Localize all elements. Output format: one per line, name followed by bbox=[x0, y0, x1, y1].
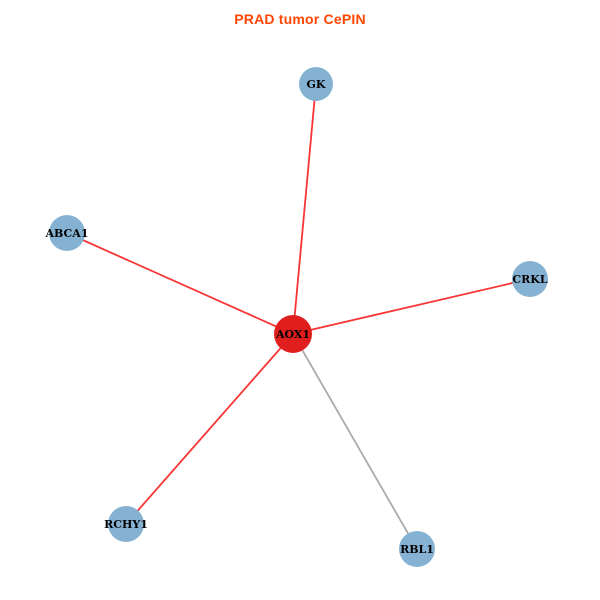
node-label-ABCA1: ABCA1 bbox=[45, 227, 89, 240]
node-CRKL: CRKL bbox=[512, 261, 548, 297]
edge-AOX1-RCHY1 bbox=[125, 333, 294, 525]
edge-AOX1-CRKL bbox=[292, 278, 531, 335]
node-label-AOX1: AOX1 bbox=[275, 328, 310, 341]
node-circle-RBL1 bbox=[399, 531, 435, 567]
node-RCHY1: RCHY1 bbox=[104, 506, 148, 542]
node-label-CRKL: CRKL bbox=[512, 273, 547, 286]
edge-AOX1-RBL1 bbox=[292, 333, 418, 550]
node-circle-AOX1 bbox=[274, 315, 312, 353]
node-label-RCHY1: RCHY1 bbox=[104, 518, 148, 531]
node-label-RBL1: RBL1 bbox=[400, 543, 434, 556]
node-circle-CRKL bbox=[512, 261, 548, 297]
plot-title: PRAD tumor CePIN bbox=[234, 11, 366, 27]
node-circle-GK bbox=[299, 67, 333, 101]
edge-AOX1-GK bbox=[292, 83, 317, 335]
node-ABCA1: ABCA1 bbox=[45, 215, 89, 251]
node-RBL1: RBL1 bbox=[399, 531, 435, 567]
node-label-GK: GK bbox=[307, 78, 326, 91]
node-AOX1: AOX1 bbox=[274, 315, 312, 353]
node-GK: GK bbox=[299, 67, 333, 101]
node-circle-RCHY1 bbox=[108, 506, 144, 542]
node-circle-ABCA1 bbox=[49, 215, 85, 251]
edge-AOX1-ABCA1 bbox=[66, 232, 294, 335]
